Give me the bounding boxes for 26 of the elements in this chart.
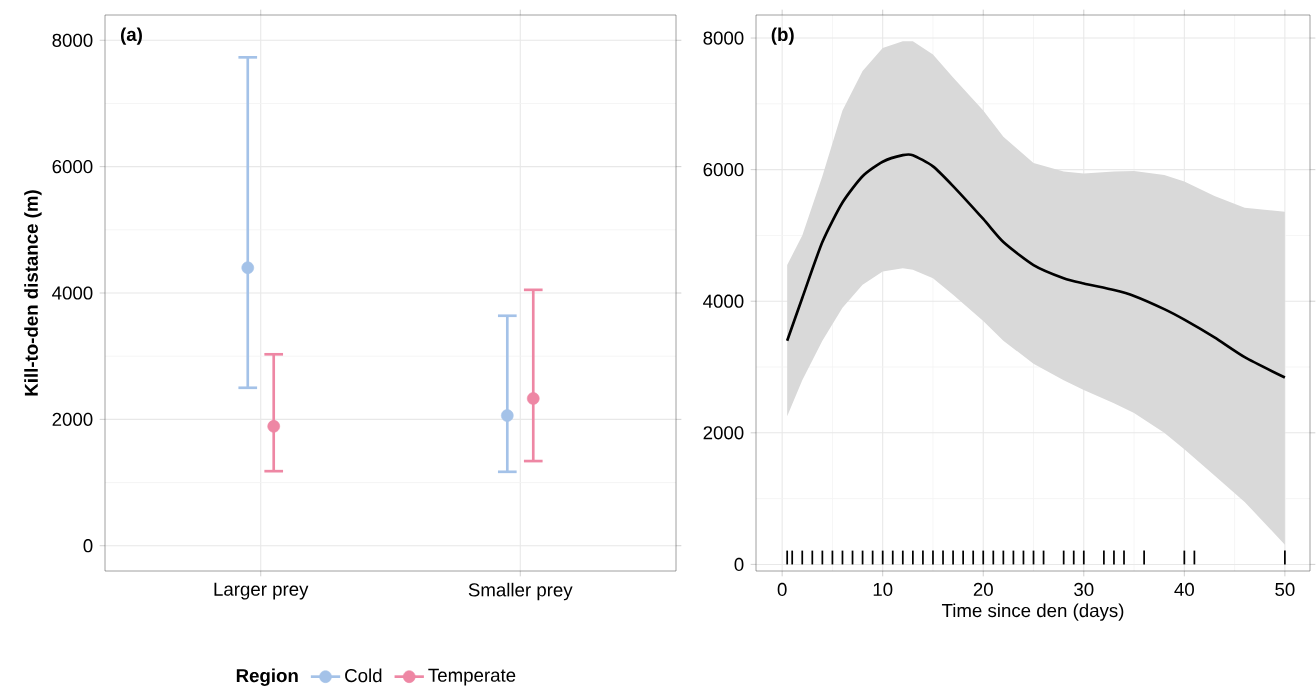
line-series xyxy=(785,153,1287,379)
x-tick-label: 0 xyxy=(777,582,787,597)
y-tick-label: 4000 xyxy=(52,286,93,300)
text: (a) xyxy=(120,27,142,45)
text: (b) xyxy=(771,27,794,45)
y-tick-label: 0 xyxy=(83,539,93,553)
x-tick-label: 40 xyxy=(1174,582,1194,597)
y-tick-label: 2000 xyxy=(52,412,93,426)
legend-title: Region xyxy=(236,668,298,686)
y-tick-label: 8000 xyxy=(52,33,93,47)
x-tick-label: Larger prey xyxy=(214,582,309,600)
x-tick-label: Smaller prey xyxy=(468,582,573,601)
y-tick-label: 6000 xyxy=(703,163,744,177)
legend-label: Cold xyxy=(345,668,382,683)
x-tick-label: 10 xyxy=(873,582,893,597)
y-axis-title: Kill-to-den distance (m) xyxy=(24,190,42,396)
x-axis-title: Time since den (days) xyxy=(941,603,1124,621)
x-tick-label: 20 xyxy=(973,582,993,597)
y-tick-label: 2000 xyxy=(703,426,744,440)
y-tick-label: 0 xyxy=(734,557,744,572)
legend-label: Temperate xyxy=(428,668,516,686)
x-tick-label: 50 xyxy=(1275,582,1295,597)
x-tick-label: 30 xyxy=(1074,582,1094,597)
y-tick-label: 4000 xyxy=(703,294,744,308)
y-tick-label: 8000 xyxy=(703,31,744,45)
y-tick-label: 6000 xyxy=(52,160,93,174)
